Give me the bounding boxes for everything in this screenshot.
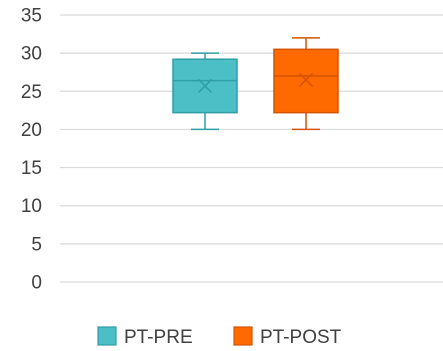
y-tick-label-0: 0 — [31, 273, 42, 294]
y-tick-label-35: 35 — [21, 6, 42, 27]
legend-label-pt-pre: PT-PRE — [124, 327, 193, 348]
box-pt-post — [273, 37, 339, 131]
legend-swatch-pt-post — [233, 326, 253, 346]
gridlines — [60, 14, 443, 283]
legend: PT-PRE PT-POST — [97, 326, 342, 348]
mean-marker-b — [298, 72, 314, 87]
boxes — [172, 37, 339, 131]
y-tick-label-25: 25 — [21, 82, 42, 103]
y-tick-label-20: 20 — [21, 120, 42, 141]
y-tick-label-30: 30 — [21, 44, 42, 65]
legend-label-pt-post: PT-POST — [260, 327, 342, 348]
box-pt-pre — [172, 52, 238, 131]
iqr-box — [273, 48, 339, 114]
y-tick-label-5: 5 — [31, 234, 42, 255]
legend-swatch-pt-pre — [97, 326, 117, 346]
y-tick-label-10: 10 — [21, 196, 42, 217]
y-axis: 0 5 10 15 20 25 30 35 — [21, 6, 42, 294]
mean-marker-b — [197, 78, 213, 93]
y-tick-label-15: 15 — [21, 158, 42, 179]
